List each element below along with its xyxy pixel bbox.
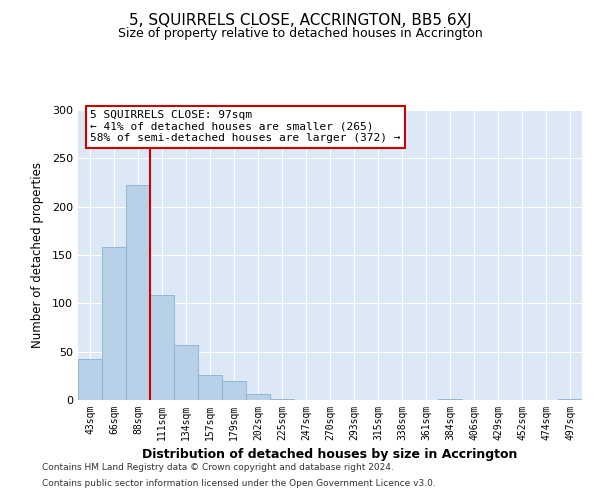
- Text: Contains HM Land Registry data © Crown copyright and database right 2024.: Contains HM Land Registry data © Crown c…: [42, 464, 394, 472]
- Bar: [246, 394, 270, 400]
- Text: Size of property relative to detached houses in Accrington: Size of property relative to detached ho…: [118, 28, 482, 40]
- Bar: [558, 399, 582, 400]
- Text: 5 SQUIRRELS CLOSE: 97sqm
← 41% of detached houses are smaller (265)
58% of semi-: 5 SQUIRRELS CLOSE: 97sqm ← 41% of detach…: [90, 110, 401, 143]
- Text: 5, SQUIRRELS CLOSE, ACCRINGTON, BB5 6XJ: 5, SQUIRRELS CLOSE, ACCRINGTON, BB5 6XJ: [128, 12, 472, 28]
- Bar: [222, 380, 246, 400]
- Bar: [270, 399, 294, 400]
- Bar: [198, 375, 222, 400]
- Bar: [78, 360, 102, 400]
- Text: Contains public sector information licensed under the Open Government Licence v3: Contains public sector information licen…: [42, 478, 436, 488]
- Bar: [150, 294, 174, 400]
- Bar: [174, 345, 198, 400]
- Bar: [102, 248, 126, 400]
- Bar: [438, 399, 462, 400]
- Bar: [126, 186, 150, 400]
- Y-axis label: Number of detached properties: Number of detached properties: [31, 162, 44, 348]
- X-axis label: Distribution of detached houses by size in Accrington: Distribution of detached houses by size …: [142, 448, 518, 462]
